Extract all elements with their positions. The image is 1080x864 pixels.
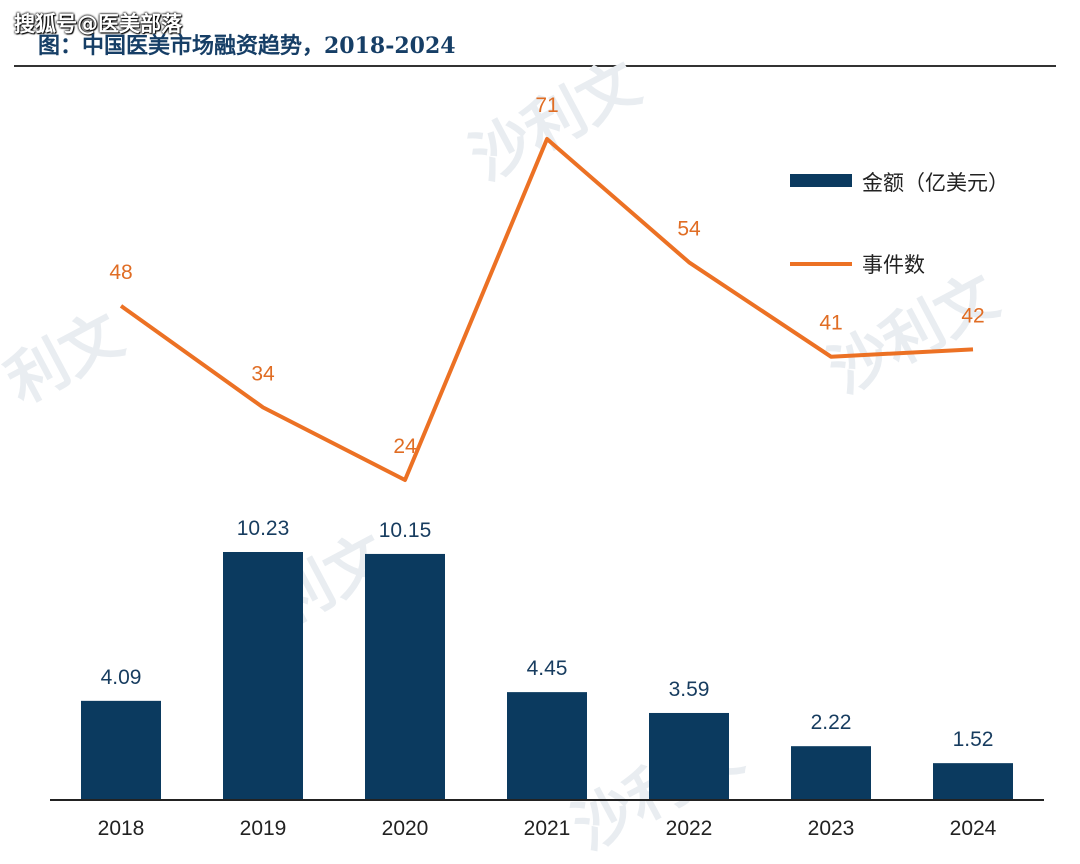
chart-title: 图：中国医美市场融资趋势，2018-2024 bbox=[38, 33, 456, 59]
bar-value-label: 2.22 bbox=[811, 711, 852, 734]
bar-value-label: 1.52 bbox=[953, 728, 994, 751]
legend-line-label: 事件数 bbox=[862, 253, 925, 277]
x-tick-label: 2019 bbox=[240, 817, 287, 840]
bar-value-label: 10.23 bbox=[237, 517, 290, 540]
legend: 金额（亿美元） 事件数 bbox=[790, 171, 1009, 277]
x-tick-label: 2023 bbox=[808, 817, 855, 840]
bar-value-label: 4.45 bbox=[527, 657, 568, 680]
x-tick-label: 2020 bbox=[382, 817, 429, 840]
legend-bar-swatch bbox=[790, 174, 852, 187]
line-value-label: 54 bbox=[677, 217, 701, 240]
x-tick-label: 2024 bbox=[950, 817, 997, 840]
line-value-label: 42 bbox=[961, 304, 984, 327]
line-value-label: 71 bbox=[535, 94, 558, 117]
line-value-label: 34 bbox=[251, 362, 275, 385]
bar-2021 bbox=[507, 692, 587, 800]
bar-2023 bbox=[791, 746, 871, 800]
bar-value-label: 10.15 bbox=[379, 519, 432, 542]
svg-text:利文: 利文 bbox=[0, 300, 134, 418]
svg-text:沙利文: 沙利文 bbox=[818, 261, 1010, 407]
line-value-label: 48 bbox=[109, 261, 132, 284]
bar-2019 bbox=[223, 552, 303, 800]
title-divider bbox=[14, 65, 1056, 67]
bar-value-label: 4.09 bbox=[101, 666, 142, 689]
bar-2022 bbox=[649, 712, 729, 800]
x-tick-label: 2022 bbox=[666, 817, 713, 840]
bar-2018 bbox=[81, 700, 161, 800]
bar-2020 bbox=[365, 553, 445, 800]
source-watermark: 搜狐号@医美部落 bbox=[14, 12, 182, 36]
bar-2024 bbox=[933, 763, 1013, 800]
svg-text:沙利文: 沙利文 bbox=[459, 48, 651, 194]
x-tick-label: 2021 bbox=[524, 817, 571, 840]
line-value-label: 24 bbox=[393, 435, 417, 458]
legend-bar-label: 金额（亿美元） bbox=[862, 171, 1009, 195]
events-line bbox=[119, 137, 974, 482]
line-value-label: 41 bbox=[819, 312, 842, 335]
bar-value-label: 3.59 bbox=[669, 678, 710, 701]
x-tick-label: 2018 bbox=[98, 817, 145, 840]
